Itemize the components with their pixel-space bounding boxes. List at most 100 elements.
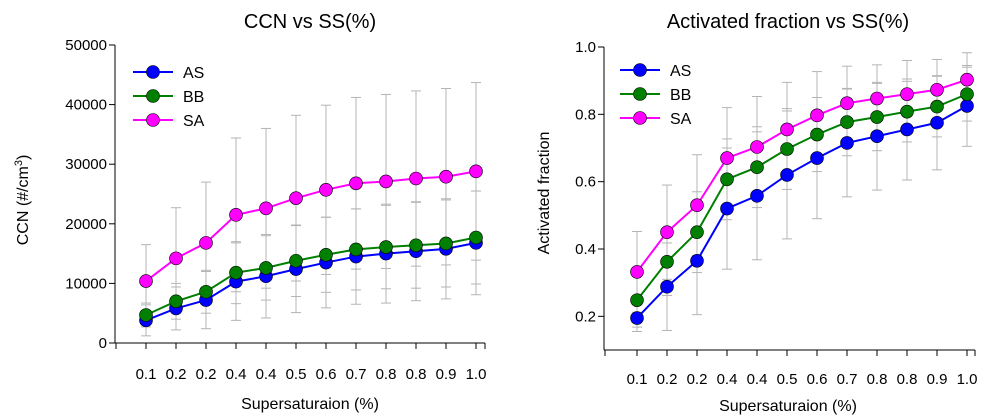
af-data-points bbox=[630, 72, 974, 325]
ccn-x-tick-label-5: 0.5 bbox=[286, 366, 307, 383]
ccn-sa-point-3 bbox=[229, 208, 243, 222]
af-sa-point-9 bbox=[900, 87, 914, 101]
af-sa-point-3 bbox=[720, 151, 734, 165]
af-sa-point-7 bbox=[840, 96, 854, 111]
ccn-y-tick-label-5: 50000 bbox=[65, 37, 107, 54]
af-as-point-8 bbox=[870, 129, 884, 144]
ccn-bb-point-9 bbox=[409, 238, 423, 253]
af-bb-point-0 bbox=[630, 293, 644, 307]
ccn-sa-series-line bbox=[145, 170, 477, 282]
ccn-y-axis-title: CCN (#/cm3) bbox=[13, 155, 32, 246]
af-legend-label-bb: BB bbox=[670, 87, 691, 104]
ccn-x-tick-label-2: 0.2 bbox=[196, 366, 217, 383]
ccn-legend-label-bb: BB bbox=[183, 89, 204, 106]
ccn-x-tick-label-11: 1.0 bbox=[466, 366, 487, 383]
af-bb-point-3 bbox=[720, 172, 734, 187]
af-sa-point-0 bbox=[630, 265, 644, 279]
ccn-bb-point-0 bbox=[139, 308, 153, 322]
ccn-as-series-line bbox=[145, 241, 477, 322]
af-legend-marker-bb bbox=[633, 87, 647, 101]
ccn-legend-label-sa: SA bbox=[183, 113, 205, 130]
activated-fraction-chart: Activated fraction vs SS(%) Supersaturai… bbox=[536, 11, 977, 415]
af-x-tick-label-5: 0.5 bbox=[777, 371, 798, 388]
af-legend-marker-as bbox=[633, 63, 647, 77]
ccn-sa-point-7 bbox=[349, 176, 363, 191]
ccn-sa-point-8 bbox=[379, 174, 393, 189]
ccn-x-tick-label-0: 0.1 bbox=[136, 366, 157, 383]
af-as-point-7 bbox=[840, 136, 854, 150]
ccn-legend-label-as: AS bbox=[183, 65, 204, 82]
ccn-x-axis-title: Supersaturaion (%) bbox=[241, 396, 379, 413]
af-as-point-11 bbox=[960, 99, 974, 113]
ccn-x-tick-label-3: 0.4 bbox=[226, 366, 247, 383]
ccn-y-axis-title-main: CCN (#/cm bbox=[15, 166, 32, 245]
ccn-sa-point-5 bbox=[289, 191, 303, 205]
af-x-tick-label-2: 0.2 bbox=[687, 371, 708, 388]
ccn-x-tick-label-8: 0.8 bbox=[376, 366, 397, 383]
ccn-x-tick-label-9: 0.8 bbox=[406, 366, 427, 383]
ccn-bb-point-2 bbox=[199, 284, 213, 299]
ccn-chart: CCN vs SS(%) Supersaturaion (%) CCN (#/c… bbox=[13, 11, 486, 413]
ccn-x-tick-label-10: 0.9 bbox=[436, 366, 457, 383]
ccn-bb-point-7 bbox=[349, 242, 363, 257]
af-sa-point-5 bbox=[780, 122, 794, 137]
ccn-bb-point-3 bbox=[229, 265, 243, 280]
ccn-bb-point-1 bbox=[169, 294, 183, 309]
af-x-axis-title: Supersaturaion (%) bbox=[719, 398, 857, 415]
af-bb-point-4 bbox=[750, 160, 764, 174]
af-as-point-0 bbox=[630, 311, 644, 325]
af-as-point-1 bbox=[660, 279, 674, 294]
ccn-sa-point-9 bbox=[409, 171, 423, 186]
af-y-tick-label-2: 0.6 bbox=[575, 174, 596, 191]
af-y-tick-label-3: 0.8 bbox=[575, 106, 596, 123]
ccn-x-tick-label-4: 0.4 bbox=[256, 366, 277, 383]
af-sa-point-10 bbox=[930, 82, 944, 97]
af-x-tick-label-6: 0.6 bbox=[807, 371, 828, 388]
ccn-bb-point-6 bbox=[319, 247, 333, 262]
af-sa-point-1 bbox=[660, 225, 674, 239]
ccn-x-tick-label-7: 0.7 bbox=[346, 366, 367, 383]
af-bb-point-1 bbox=[660, 254, 674, 269]
ccn-sa-point-6 bbox=[319, 183, 333, 197]
af-bb-point-11 bbox=[960, 87, 974, 101]
af-x-tick-label-8: 0.8 bbox=[867, 371, 888, 388]
af-as-point-6 bbox=[810, 151, 824, 165]
af-legend-label-sa: SA bbox=[670, 111, 692, 128]
ccn-legend: AS BB SA bbox=[133, 65, 205, 130]
af-sa-point-8 bbox=[870, 91, 884, 106]
af-y-axis-title: Activated fraction bbox=[536, 132, 553, 255]
af-sa-point-2 bbox=[690, 198, 704, 213]
af-legend-marker-sa bbox=[633, 111, 647, 125]
ccn-chart-title: CCN vs SS(%) bbox=[244, 11, 376, 33]
ccn-x-tick-label-6: 0.6 bbox=[316, 366, 337, 383]
ccn-sa-point-1 bbox=[169, 251, 183, 266]
ccn-data-points bbox=[139, 164, 483, 328]
ccn-y-tick-label-4: 40000 bbox=[65, 97, 107, 114]
af-sa-point-11 bbox=[960, 72, 974, 87]
ccn-legend-marker-bb bbox=[146, 89, 160, 103]
ccn-bb-point-10 bbox=[439, 236, 453, 251]
af-as-point-9 bbox=[900, 122, 914, 137]
ccn-bb-point-8 bbox=[379, 240, 393, 254]
af-x-tick-label-0: 0.1 bbox=[627, 371, 648, 388]
af-x-tick-label-3: 0.4 bbox=[717, 371, 738, 388]
ccn-y-tick-label-2: 20000 bbox=[65, 216, 107, 233]
ccn-sa-point-11 bbox=[469, 164, 483, 179]
ccn-sa-point-10 bbox=[439, 169, 453, 184]
ccn-axes: 0 10000 20000 30000 40000 50000 0.1 0.2 0.2 0.4 0.… bbox=[65, 37, 486, 383]
ccn-sa-point-4 bbox=[259, 201, 273, 216]
af-x-tick-label-1: 0.2 bbox=[657, 371, 678, 388]
af-as-point-5 bbox=[780, 168, 794, 182]
af-x-tick-label-4: 0.4 bbox=[747, 371, 768, 388]
af-bb-point-6 bbox=[810, 127, 824, 142]
ccn-legend-marker-as bbox=[146, 65, 160, 79]
af-x-tick-label-9: 0.8 bbox=[897, 371, 918, 388]
af-bb-point-9 bbox=[900, 104, 914, 119]
ccn-sa-point-0 bbox=[139, 274, 153, 288]
ccn-y-tick-label-1: 10000 bbox=[65, 275, 107, 292]
af-as-point-4 bbox=[750, 189, 764, 203]
af-bb-point-10 bbox=[930, 99, 944, 114]
af-chart-title: Activated fraction vs SS(%) bbox=[667, 11, 909, 33]
af-as-point-10 bbox=[930, 115, 944, 130]
